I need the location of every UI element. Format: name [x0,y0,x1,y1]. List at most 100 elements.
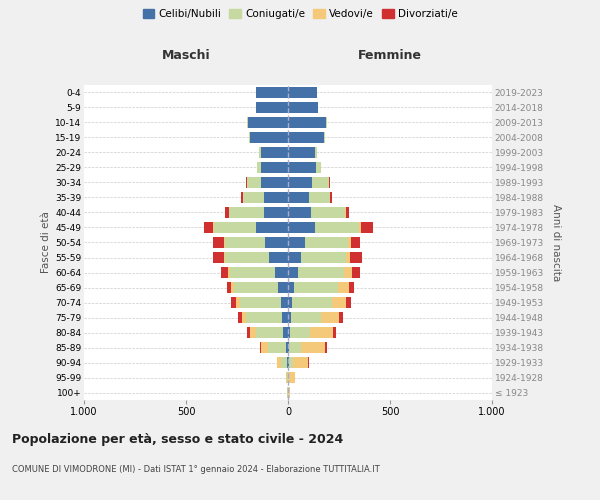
Bar [301,252,346,264]
Bar [250,132,288,143]
Bar [262,162,288,173]
Bar [314,146,317,158]
Bar [346,252,350,264]
Bar [289,372,295,384]
Bar [330,192,332,203]
Bar [288,176,313,188]
Bar [269,252,288,264]
Bar [256,222,288,234]
Bar [247,116,248,128]
Bar [287,356,288,368]
Text: Maschi: Maschi [161,50,211,62]
Bar [351,236,361,248]
Text: Femmine: Femmine [358,50,422,62]
Bar [229,206,263,218]
Y-axis label: Anni di nascita: Anni di nascita [551,204,560,281]
Bar [225,236,265,248]
Bar [288,326,290,338]
Bar [346,296,351,308]
Bar [348,236,351,248]
Bar [289,356,293,368]
Text: COMUNE DI VIMODRONE (MI) - Dati ISTAT 1° gennaio 2024 - Elaborazione TUTTITALIA.: COMUNE DI VIMODRONE (MI) - Dati ISTAT 1°… [12,466,380,474]
Bar [214,222,256,234]
Bar [238,312,242,324]
Bar [262,176,288,188]
Bar [289,386,290,398]
Bar [281,296,288,308]
Bar [221,266,228,278]
Bar [288,86,317,99]
Bar [246,312,282,324]
Bar [298,266,344,278]
Bar [263,206,288,218]
Bar [286,342,288,353]
Bar [247,176,262,188]
Bar [230,266,275,278]
Bar [286,372,287,384]
Bar [225,252,269,264]
Bar [256,326,283,338]
Bar [290,326,310,338]
Bar [288,162,316,173]
Bar [352,266,361,278]
Bar [294,282,338,294]
Bar [288,342,289,353]
Bar [310,192,330,203]
Text: Popolazione per età, sesso e stato civile - 2024: Popolazione per età, sesso e stato civil… [12,432,343,446]
Bar [224,252,225,264]
Bar [292,296,332,308]
Bar [326,116,327,128]
Bar [212,236,224,248]
Bar [332,296,346,308]
Bar [262,342,268,353]
Bar [205,222,212,234]
Bar [346,206,349,218]
Bar [288,252,301,264]
Bar [310,326,333,338]
Bar [259,146,262,158]
Bar [231,282,234,294]
Bar [333,326,336,338]
Bar [278,282,288,294]
Bar [350,252,362,264]
Bar [234,282,278,294]
Bar [361,222,373,234]
Bar [288,132,324,143]
Bar [242,312,246,324]
Bar [241,192,243,203]
Bar [305,236,348,248]
Bar [256,86,288,99]
Bar [231,296,236,308]
Bar [308,356,310,368]
Bar [250,326,256,338]
Bar [240,296,281,308]
Bar [314,222,359,234]
Bar [324,132,325,143]
Bar [263,192,288,203]
Bar [256,102,288,114]
Bar [313,176,329,188]
Bar [288,102,317,114]
Bar [243,192,263,203]
Bar [288,282,294,294]
Bar [345,206,346,218]
Bar [329,176,330,188]
Bar [228,266,230,278]
Bar [212,252,224,264]
Bar [311,206,345,218]
Bar [316,162,320,173]
Bar [247,326,250,338]
Bar [282,312,288,324]
Bar [359,222,361,234]
Bar [248,116,288,128]
Bar [281,356,287,368]
Legend: Celibi/Nubili, Coniugati/e, Vedovi/e, Divorziati/e: Celibi/Nubili, Coniugati/e, Vedovi/e, Di… [139,5,461,24]
Bar [338,282,349,294]
Bar [339,312,343,324]
Bar [320,312,339,324]
Bar [301,342,325,353]
Bar [288,356,289,368]
Bar [291,312,320,324]
Bar [227,282,231,294]
Y-axis label: Fasce di età: Fasce di età [41,212,51,274]
